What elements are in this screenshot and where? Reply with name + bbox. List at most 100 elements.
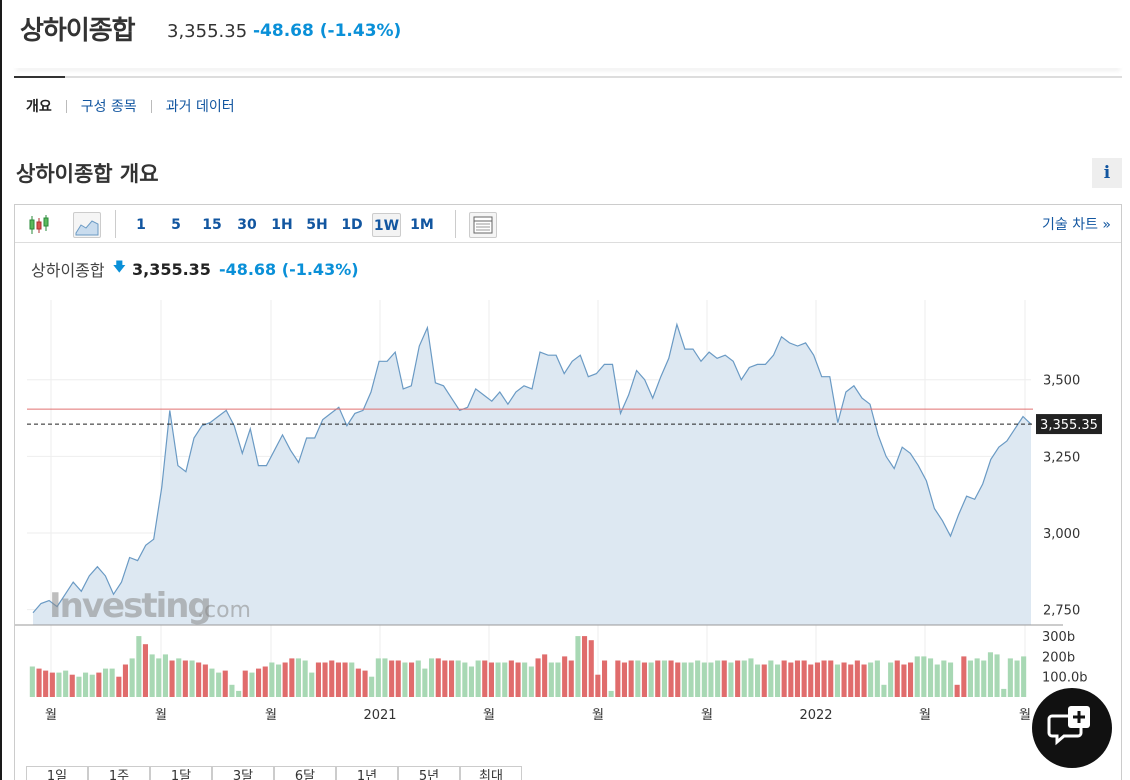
volume-bar [788, 662, 794, 697]
volume-bar [941, 660, 947, 697]
legend-change: -48.68 (-1.43%) [219, 260, 359, 279]
volume-bar [69, 674, 75, 697]
legend-change-percent: (-1.43%) [281, 259, 359, 279]
chat-button[interactable] [1032, 688, 1112, 768]
volume-bar [502, 662, 508, 697]
sub-navigation: 개요 구성 종목 과거 데이터 [26, 96, 235, 116]
chart-widget: 1 5 15 30 1H 5H 1D 1W 1M 기술 차트 » 상하 [14, 204, 1122, 780]
volume-bar [615, 660, 621, 697]
interval-5[interactable]: 5 [171, 217, 181, 233]
volume-bar [828, 660, 834, 697]
volume-bar [854, 660, 860, 697]
volume-bar [575, 636, 581, 697]
interval-1d[interactable]: 1D [341, 217, 363, 233]
volume-bar [1001, 688, 1007, 697]
volume-bar [429, 658, 435, 697]
volume-bar [402, 662, 408, 697]
volume-bar [741, 660, 747, 697]
volume-bar [841, 662, 847, 697]
tab-components[interactable]: 구성 종목 [80, 99, 137, 115]
range-1y[interactable]: 1년 [336, 766, 398, 780]
volume-bar [794, 660, 800, 697]
x-tick-label: 월 [592, 708, 604, 723]
volume-bar [269, 662, 275, 697]
price-chart[interactable]: 2,750 3,000 3,250 3,500 3,355.35 Investing.co… [15, 205, 1121, 725]
info-icon[interactable]: i [1092, 158, 1122, 188]
volume-bar [462, 662, 468, 697]
range-1w[interactable]: 1주 [88, 766, 150, 780]
volume-bar [515, 662, 521, 697]
volume-bar [149, 654, 155, 697]
volume-bar [29, 666, 35, 697]
volume-bar [309, 672, 315, 697]
range-6m[interactable]: 6달 [274, 766, 336, 780]
volume-bar [103, 668, 109, 697]
volume-bar [675, 662, 681, 697]
volume-bar [56, 672, 62, 697]
interval-1h[interactable]: 1H [271, 217, 293, 233]
volume-bar [289, 658, 295, 697]
volume-bar [641, 662, 647, 697]
investing-logo-suffix: .com [197, 598, 251, 623]
technical-chart-link[interactable]: 기술 차트 » [1042, 217, 1111, 233]
nav-divider [150, 99, 152, 113]
volume-bar [934, 664, 940, 697]
volume-bar [355, 668, 361, 697]
volume-bar [868, 662, 874, 697]
volume-bar [728, 662, 734, 697]
volume-bar [974, 658, 980, 697]
range-1m[interactable]: 1달 [150, 766, 212, 780]
volume-bar [981, 660, 987, 697]
volume-bar [542, 654, 548, 697]
range-3m[interactable]: 3달 [212, 766, 274, 780]
range-max[interactable]: 최대 [460, 766, 522, 780]
interval-1[interactable]: 1 [136, 217, 146, 233]
interval-30[interactable]: 30 [237, 217, 257, 233]
volume-bar [482, 660, 488, 697]
volume-bar [901, 664, 907, 697]
range-5y[interactable]: 5년 [398, 766, 460, 780]
volume-bar [814, 662, 820, 697]
volume-bar [967, 660, 973, 697]
x-tick-label: 월 [919, 708, 931, 723]
tab-historical-data[interactable]: 과거 데이터 [165, 99, 235, 115]
interval-5h[interactable]: 5H [306, 217, 328, 233]
interval-1m[interactable]: 1M [410, 217, 434, 233]
volume-bar [748, 658, 754, 697]
volume-bar [602, 660, 608, 697]
volume-bar [89, 674, 95, 697]
table-view-icon[interactable] [469, 212, 497, 238]
interval-1w[interactable]: 1W [372, 213, 401, 237]
range-1d[interactable]: 1일 [26, 766, 88, 780]
legend-change-value: -48.68 [218, 259, 277, 279]
volume-bar [422, 668, 428, 697]
volume-bar [162, 654, 168, 697]
volume-bar [894, 660, 900, 697]
down-arrow-icon: 🡇 [112, 260, 126, 275]
volume-bar [116, 676, 122, 697]
volume-bar [801, 660, 807, 697]
current-value-label: 3,355.35 [1040, 418, 1098, 433]
volume-bar [715, 660, 721, 697]
volume-bar [63, 670, 69, 697]
volume-bar [468, 666, 474, 697]
volume-bar [582, 636, 588, 697]
volume-bar [495, 662, 501, 697]
area-chart-icon[interactable] [73, 212, 101, 238]
volume-bar [242, 670, 248, 697]
volume-bar [768, 660, 774, 697]
interval-15[interactable]: 15 [202, 217, 222, 233]
volume-bar [282, 662, 288, 697]
volume-bar [236, 690, 242, 697]
volume-bar [109, 668, 115, 697]
volume-bar [775, 664, 781, 697]
volume-bar [315, 662, 321, 697]
volume-bar [142, 644, 148, 697]
volume-bar [921, 656, 927, 697]
volume-bar [994, 654, 1000, 697]
volume-bar [528, 666, 534, 697]
tab-overview[interactable]: 개요 [26, 99, 52, 115]
x-tick-label: 2022 [799, 708, 832, 723]
candlestick-icon[interactable] [27, 213, 51, 237]
